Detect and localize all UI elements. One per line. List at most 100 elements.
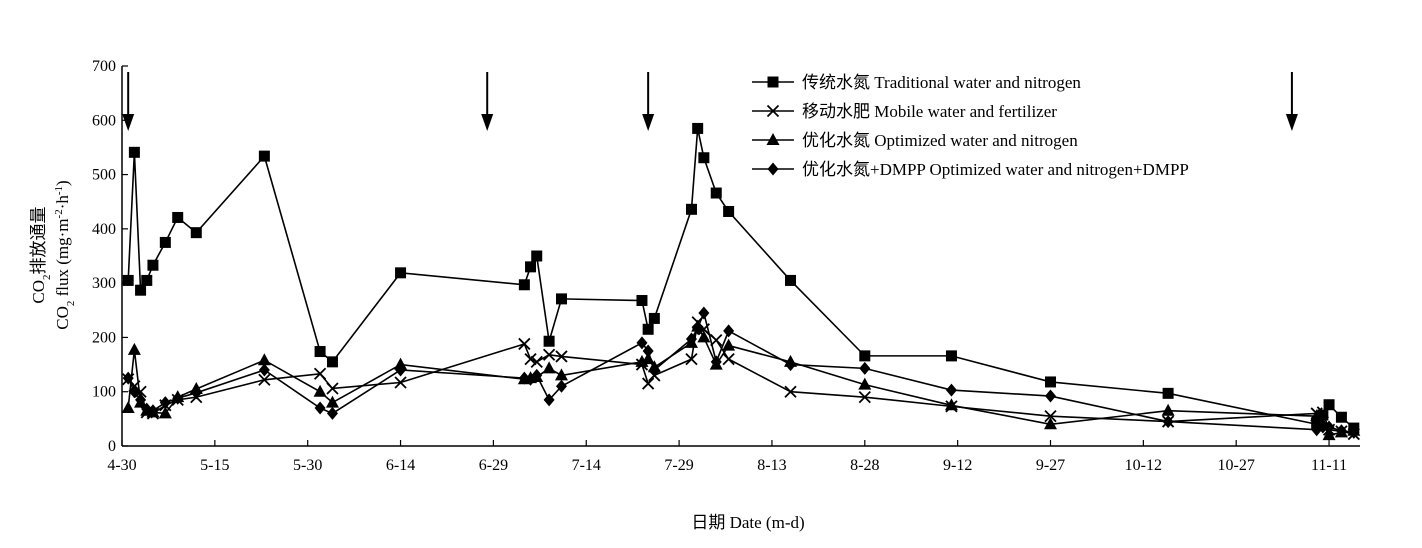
data-point: [710, 334, 723, 347]
data-point: [543, 393, 555, 407]
x-tick-label: 5-30: [293, 457, 322, 474]
y-tick-label: 400: [92, 221, 116, 238]
data-point: [1322, 428, 1336, 441]
data-point: [158, 406, 172, 419]
data-point: [159, 236, 171, 248]
data-point: [1335, 424, 1347, 438]
data-point: [543, 335, 555, 347]
x-tick-label: 9-27: [1036, 457, 1065, 474]
data-point: [122, 371, 134, 385]
legend-label: 优化水氮 Optimized water and nitrogen: [802, 131, 1078, 150]
y-axis-label: CO2排放通量 CO2 flux (mg·m-2·h-1): [29, 180, 77, 329]
y-tick-label: 0: [108, 438, 116, 455]
x-tick-label: 10-27: [1218, 457, 1255, 474]
data-point: [697, 330, 711, 343]
x-tick-label: 6-14: [386, 457, 415, 474]
data-point: [1161, 403, 1175, 416]
data-point: [1317, 420, 1329, 434]
data-point: [1310, 409, 1324, 422]
data-point: [314, 346, 326, 358]
x-tick-label: 10-12: [1125, 457, 1162, 474]
data-point: [722, 353, 735, 366]
x-tick-label: 7-29: [664, 457, 693, 474]
data-point: [1323, 399, 1335, 411]
x-tick-label: 6-29: [479, 457, 508, 474]
data-point: [190, 386, 202, 400]
fertilization-arrow: [122, 72, 135, 131]
data-point: [1044, 410, 1057, 423]
x-tick-label: 11-11: [1311, 457, 1347, 474]
data-point: [710, 355, 722, 369]
data-point: [1348, 425, 1360, 439]
legend-item: 优化水氮+DMPP Optimized water and nitrogen+D…: [752, 160, 1189, 179]
data-point: [122, 274, 134, 286]
data-point: [326, 406, 338, 420]
data-point: [314, 401, 326, 415]
data-point: [542, 348, 556, 361]
legend-marker: [767, 76, 779, 88]
data-point: [698, 152, 710, 164]
legend-label: 优化水氮+DMPP Optimized water and nitrogen+D…: [802, 160, 1189, 179]
data-point: [648, 363, 660, 377]
data-point: [1045, 389, 1056, 403]
data-point: [945, 383, 957, 397]
y-tick-label: 600: [92, 112, 116, 129]
data-point: [128, 385, 140, 399]
data-point: [722, 338, 736, 351]
data-point: [326, 356, 338, 368]
data-point: [172, 211, 184, 223]
data-point: [785, 274, 797, 286]
data-point: [395, 267, 407, 279]
fertilization-arrow: [642, 72, 655, 131]
x-tick-label: 4-30: [107, 457, 136, 474]
legend-label: 传统水氮 Traditional water and nitrogen: [802, 73, 1081, 92]
fertilization-arrow: [481, 72, 494, 131]
y-tick-label: 300: [92, 275, 116, 292]
data-point: [685, 353, 698, 366]
data-point: [172, 391, 184, 405]
data-point: [542, 361, 556, 374]
data-point: [685, 332, 697, 346]
data-point: [530, 355, 543, 368]
data-point: [141, 274, 153, 286]
y-axis-label-en: CO2 flux (mg·m-2·h-1): [53, 180, 77, 329]
x-tick-label: 7-14: [572, 457, 601, 474]
axes: 0 100 200 300 400 500 600 700 4-30 5-15 5-30 6-14 6-…: [92, 58, 1360, 474]
series-layer: [121, 122, 1361, 441]
data-point: [127, 342, 141, 355]
data-point: [1335, 411, 1347, 423]
x-axis-label: 日期 Date (m-d): [691, 513, 804, 532]
data-point: [159, 396, 171, 410]
data-point: [698, 306, 710, 320]
data-point: [858, 377, 872, 390]
legend-item: 传统水氮 Traditional water and nitrogen: [752, 73, 1081, 92]
legend-label: 移动水肥 Mobile water and fertilizer: [802, 102, 1057, 121]
data-point: [147, 259, 159, 271]
y-tick-label: 500: [92, 167, 116, 184]
data-point: [642, 344, 654, 358]
data-point: [147, 404, 159, 418]
fertilization-arrows: [122, 72, 1298, 131]
legend-marker: [766, 133, 780, 145]
data-point: [1162, 387, 1174, 399]
data-point: [531, 368, 543, 382]
data-point: [858, 391, 871, 404]
data-point: [258, 373, 271, 386]
x-tick-label: 5-15: [200, 457, 229, 474]
data-point: [257, 353, 271, 366]
data-point: [859, 350, 871, 362]
data-point: [685, 203, 697, 215]
y-axis-label-cn: CO2排放通量: [29, 206, 53, 303]
data-point: [518, 337, 531, 351]
x-tick-label: 8-13: [757, 457, 786, 474]
data-point: [785, 358, 797, 372]
data-point: [648, 312, 660, 324]
fertilization-arrow: [1285, 72, 1298, 131]
data-point: [1044, 417, 1057, 430]
data-point: [121, 401, 135, 413]
y-tick-label: 700: [92, 58, 116, 75]
y-tick-label: 200: [92, 329, 116, 346]
x-tick-label: 8-28: [850, 457, 879, 474]
data-point: [395, 363, 407, 377]
